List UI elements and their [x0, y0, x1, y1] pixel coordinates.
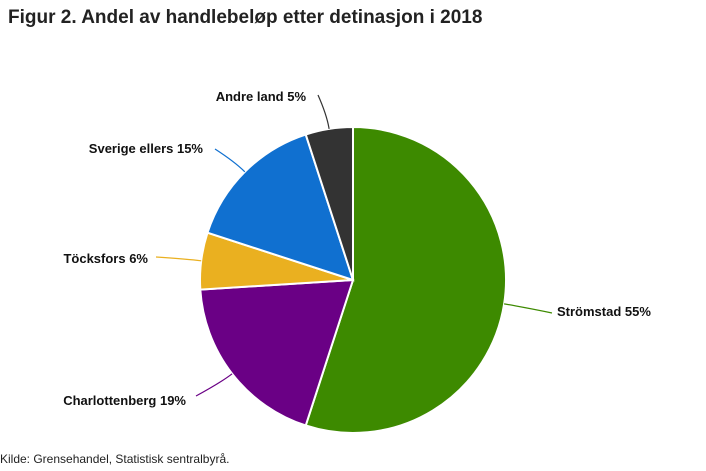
pie-slices [198, 125, 507, 434]
chart-source: Kilde: Grensehandel, Statistisk sentralb… [0, 452, 230, 466]
leader-line-str-mstad [504, 303, 553, 314]
slice-label-str-mstad: Strömstad 55% [557, 304, 651, 319]
slice-label-t-cksfors: Töcksfors 6% [63, 251, 148, 266]
slice-label-andre-land: Andre land 5% [216, 89, 307, 104]
pie-slice-andre-land [304, 125, 354, 281]
leader-line-andre-land [317, 94, 330, 129]
pie-labels: Strömstad 55% Charlottenberg 19% Töcksfors… [63, 89, 651, 408]
leader-line-sverige-ellers [214, 148, 246, 173]
pie-slice-charlottenberg [199, 278, 355, 427]
pie-leader-lines [155, 94, 553, 397]
slice-label-sverige-ellers: Sverige ellers 15% [89, 141, 204, 156]
leader-line-t-cksfors [155, 256, 202, 262]
slice-label-charlottenberg: Charlottenberg 19% [63, 393, 186, 408]
chart-title: Figur 2. Andel av handlebeløp etter deti… [8, 7, 483, 28]
leader-line-charlottenberg [195, 373, 233, 397]
